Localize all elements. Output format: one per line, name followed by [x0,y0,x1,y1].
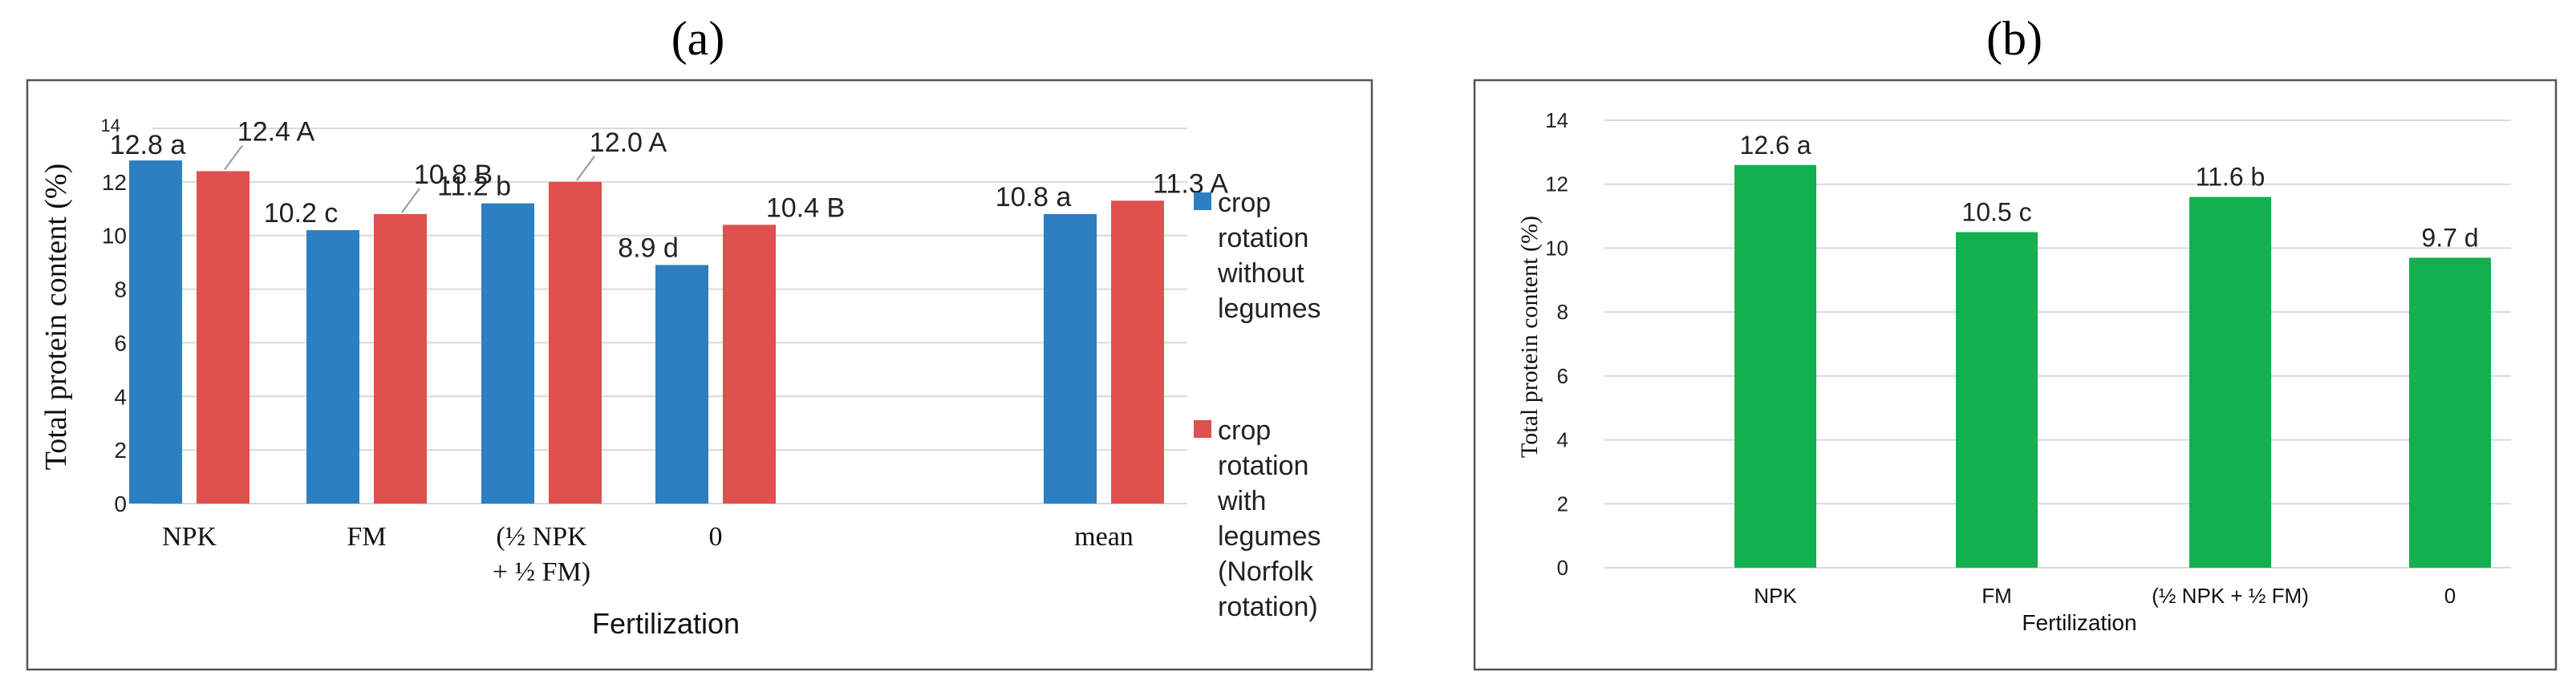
leader-line [576,156,595,181]
x-tick-label: (½ NPK [496,522,587,552]
y-tick-label: 12 [102,170,127,195]
legend-text: rotation) [1218,592,1318,622]
panel-a-frame [26,79,1373,671]
data-label: 10.5 c [1961,198,2031,227]
bar [1956,232,2038,568]
x-tick-label: FM [347,522,386,552]
bar [374,213,427,504]
bar [1044,213,1097,504]
y-tick-label: 8 [114,277,127,302]
y-tick-label: 12 [1545,172,1568,196]
data-label: 11.3 A [1153,168,1228,199]
y-tick-label: 6 [1557,364,1568,388]
x-tick-label: FM [1982,584,2012,608]
data-label: 10.8 a [996,182,1072,212]
data-label: 12.0 A [590,127,667,158]
x-tick-label: mean [1074,522,1134,552]
chart-b: 0 2 4 6 8 10 12 14 Total protein content (%) 12.6… [1516,108,2511,635]
legend-text: rotation [1218,223,1308,253]
leader-line [224,144,243,171]
bar [481,203,534,504]
legend-swatch [1194,192,1211,210]
x-tick-label: + ½ FM) [493,557,590,587]
bar [723,225,776,504]
bar [1734,164,1816,569]
legend-text: rotation [1218,451,1308,481]
x-axis-title: Fertilization [592,607,740,640]
y-tick-label: 2 [114,438,127,463]
data-label: 10.4 B [766,192,845,223]
y-tick-label: 6 [114,330,127,355]
legend-text: crop [1218,188,1271,218]
data-label: 12.8 a [110,130,186,160]
x-tick-label: NPK [162,522,217,552]
legend-text: legumes [1218,521,1321,552]
y-tick-label: 0 [114,492,127,516]
data-label: 10.2 c [264,198,339,229]
data-label: 11.2 b [437,172,511,202]
data-label: 9.7 d [2421,223,2478,252]
x-axis-title: Fertilization [2022,610,2136,635]
legend-text: without [1217,258,1304,289]
bar [197,171,249,504]
bar [306,230,359,504]
x-tick-label: (½ NPK + ½ FM) [2152,584,2309,608]
data-label: 10.8 B [414,160,493,190]
panel-b-frame [1473,79,2558,671]
legend-text: legumes [1218,293,1321,324]
y-tick-label: 14 [1545,108,1568,132]
panel-a-label: (a) [671,12,725,65]
data-label: 8.9 d [618,233,679,263]
chart-a: 0 2 4 6 8 10 12 14 Total protein content (%) 12.8… [39,115,1321,640]
data-label: 12.6 a [1740,131,1811,160]
bar [549,181,602,504]
bar [1111,200,1164,504]
y-tick-label: 2 [1557,492,1568,516]
y-axis-title: Total protein content (%) [39,164,73,471]
y-tick-label: 4 [114,384,127,409]
legend-swatch [1194,420,1211,438]
y-tick-label: 4 [1557,428,1568,452]
y-tick-label: 14 [101,115,120,136]
y-tick-label: 8 [1557,300,1568,324]
y-tick-label: 10 [1545,236,1568,260]
bar [2409,257,2491,568]
data-label: 11.6 b [2196,163,2266,192]
x-tick-label: NPK [1754,584,1797,608]
bar [129,160,182,504]
legend-text: crop [1218,415,1271,446]
data-label: 12.4 A [237,116,315,147]
x-tick-label: 0 [2444,584,2456,608]
panel-b-label: (b) [1986,12,2043,65]
y-tick-label: 0 [1557,556,1568,580]
y-tick-label: 10 [102,224,127,249]
leader-line [401,188,420,213]
y-axis-title: Total protein content (%) [1516,216,1543,458]
legend-text: with [1217,486,1266,516]
legend-text: (Norfolk [1218,556,1314,587]
bar [655,265,708,504]
x-tick-label: 0 [709,522,723,552]
bar [2189,196,2271,568]
